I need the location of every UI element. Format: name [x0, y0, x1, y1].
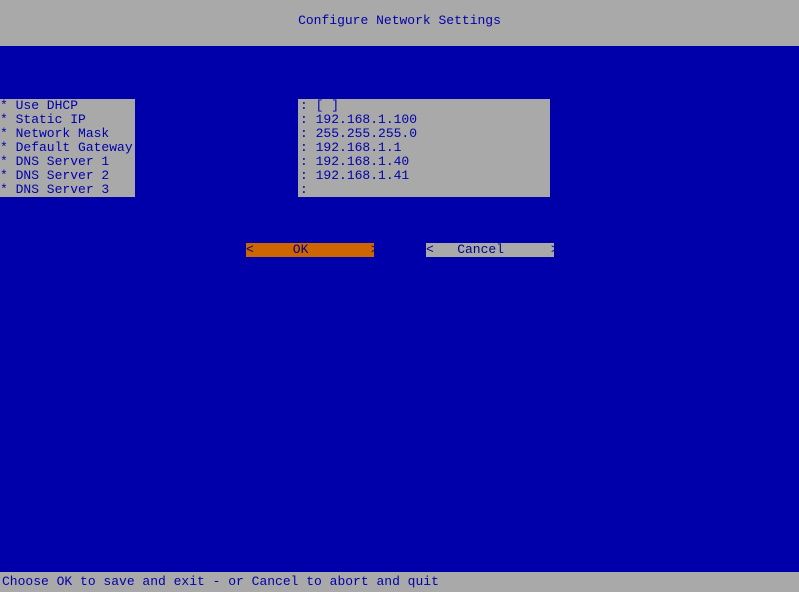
field-labels-column: * Use DHCP * Static IP * Network Mask * … [0, 99, 135, 197]
field-value-use-dhcp[interactable]: : [ ] [298, 99, 550, 113]
field-label-dns1: * DNS Server 1 [0, 155, 135, 169]
footer-hint: Choose OK to save and exit - or Cancel t… [0, 572, 799, 592]
field-label-network-mask: * Network Mask [0, 127, 135, 141]
page-title: Configure Network Settings [298, 14, 501, 28]
field-label-static-ip: * Static IP [0, 113, 135, 127]
field-value-static-ip[interactable]: : 192.168.1.100 [298, 113, 550, 127]
cancel-button[interactable]: < Cancel > [426, 243, 554, 257]
main-content: * Use DHCP * Static IP * Network Mask * … [0, 62, 799, 572]
title-bar: Configure Network Settings [0, 0, 799, 46]
button-row: < OK > < Cancel > [246, 243, 554, 257]
field-label-dns3: * DNS Server 3 [0, 183, 135, 197]
ok-button[interactable]: < OK > [246, 243, 374, 257]
field-value-default-gateway[interactable]: : 192.168.1.1 [298, 141, 550, 155]
field-value-dns3[interactable]: : [298, 183, 550, 197]
field-value-dns2[interactable]: : 192.168.1.41 [298, 169, 550, 183]
field-values-column: : [ ] : 192.168.1.100 : 255.255.255.0 : … [298, 99, 550, 197]
field-value-dns1[interactable]: : 192.168.1.40 [298, 155, 550, 169]
field-label-dns2: * DNS Server 2 [0, 169, 135, 183]
field-label-default-gateway: * Default Gateway [0, 141, 135, 155]
field-label-use-dhcp: * Use DHCP [0, 99, 135, 113]
field-value-network-mask[interactable]: : 255.255.255.0 [298, 127, 550, 141]
